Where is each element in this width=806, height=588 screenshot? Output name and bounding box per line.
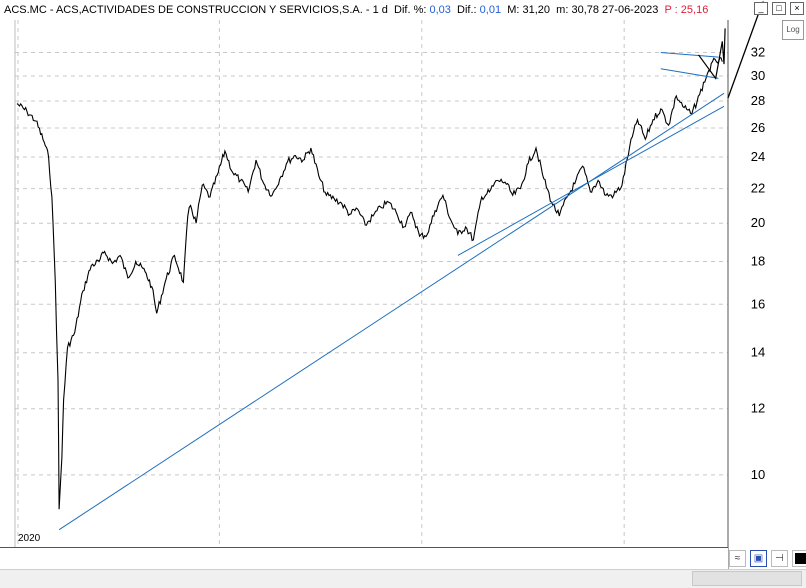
- price-series-line: [16, 56, 723, 510]
- company-name: ACS,ACTIVIDADES DE CONSTRUCCION Y SERVIC…: [55, 4, 363, 16]
- low-value: 30,78: [571, 4, 599, 16]
- ticker-symbol: ACS.MC: [4, 4, 47, 16]
- zigzag-projection: [698, 28, 726, 80]
- y-tick-label: 18: [751, 253, 765, 268]
- chart-header: ACS.MC - ACS,ACTIVIDADES DE CONSTRUCCION…: [4, 3, 708, 17]
- y-tick-label: 22: [751, 181, 765, 196]
- y-tick-label: 12: [751, 401, 765, 416]
- y-tick-label: 30: [751, 68, 765, 83]
- y-tick-label: 14: [751, 345, 765, 360]
- y-tick-label: 26: [751, 120, 765, 135]
- channel-lower: [660, 68, 719, 79]
- log-scale-button[interactable]: Log: [782, 20, 804, 40]
- trendline-medium: [457, 105, 725, 256]
- maximize-button[interactable]: □: [772, 2, 786, 15]
- y-tick-label: 24: [751, 149, 765, 164]
- pin-icon[interactable]: ⊣: [771, 550, 788, 567]
- quote-date: 27-06-2023: [602, 4, 659, 16]
- dif-value: 0,01: [479, 4, 502, 16]
- horizontal-scrollbar[interactable]: [692, 571, 802, 586]
- first-year-tag: 2020: [18, 533, 41, 544]
- price-value: 25,16: [680, 4, 709, 16]
- dif-pct-value: 0,03: [429, 4, 451, 16]
- y-tick-label: 20: [751, 215, 765, 230]
- header-separator: -: [46, 4, 56, 16]
- minimize-button[interactable]: _: [754, 2, 768, 15]
- save-icon[interactable]: ▣: [750, 550, 767, 567]
- trendline-long: [58, 92, 725, 531]
- x-axis-bar: [0, 547, 728, 570]
- dif-pct-label: Dif. %:: [394, 4, 427, 16]
- y-tick-label: 16: [751, 296, 765, 311]
- channel-upper: [660, 52, 719, 58]
- low-label: m:: [556, 4, 569, 16]
- chart-toolbar: ≈ ▣ ⊣: [729, 550, 806, 567]
- y-tick-label: 28: [751, 93, 765, 108]
- interval-label: - 1 d: [362, 4, 388, 16]
- status-strip: [0, 569, 806, 588]
- y-tick-label: 32: [751, 45, 765, 60]
- high-value: 31,20: [522, 4, 551, 16]
- price-label: P :: [664, 4, 678, 16]
- zigzag-tool-icon[interactable]: ≈: [729, 550, 746, 567]
- color-swatch-icon[interactable]: [792, 550, 806, 567]
- close-button[interactable]: ×: [790, 2, 804, 15]
- window-controls: _ □ ×: [754, 2, 804, 15]
- y-tick-label: 10: [751, 467, 765, 482]
- projection-arrow: [727, 3, 763, 99]
- dif-label: Dif.:: [457, 4, 477, 16]
- high-label: M:: [507, 4, 520, 16]
